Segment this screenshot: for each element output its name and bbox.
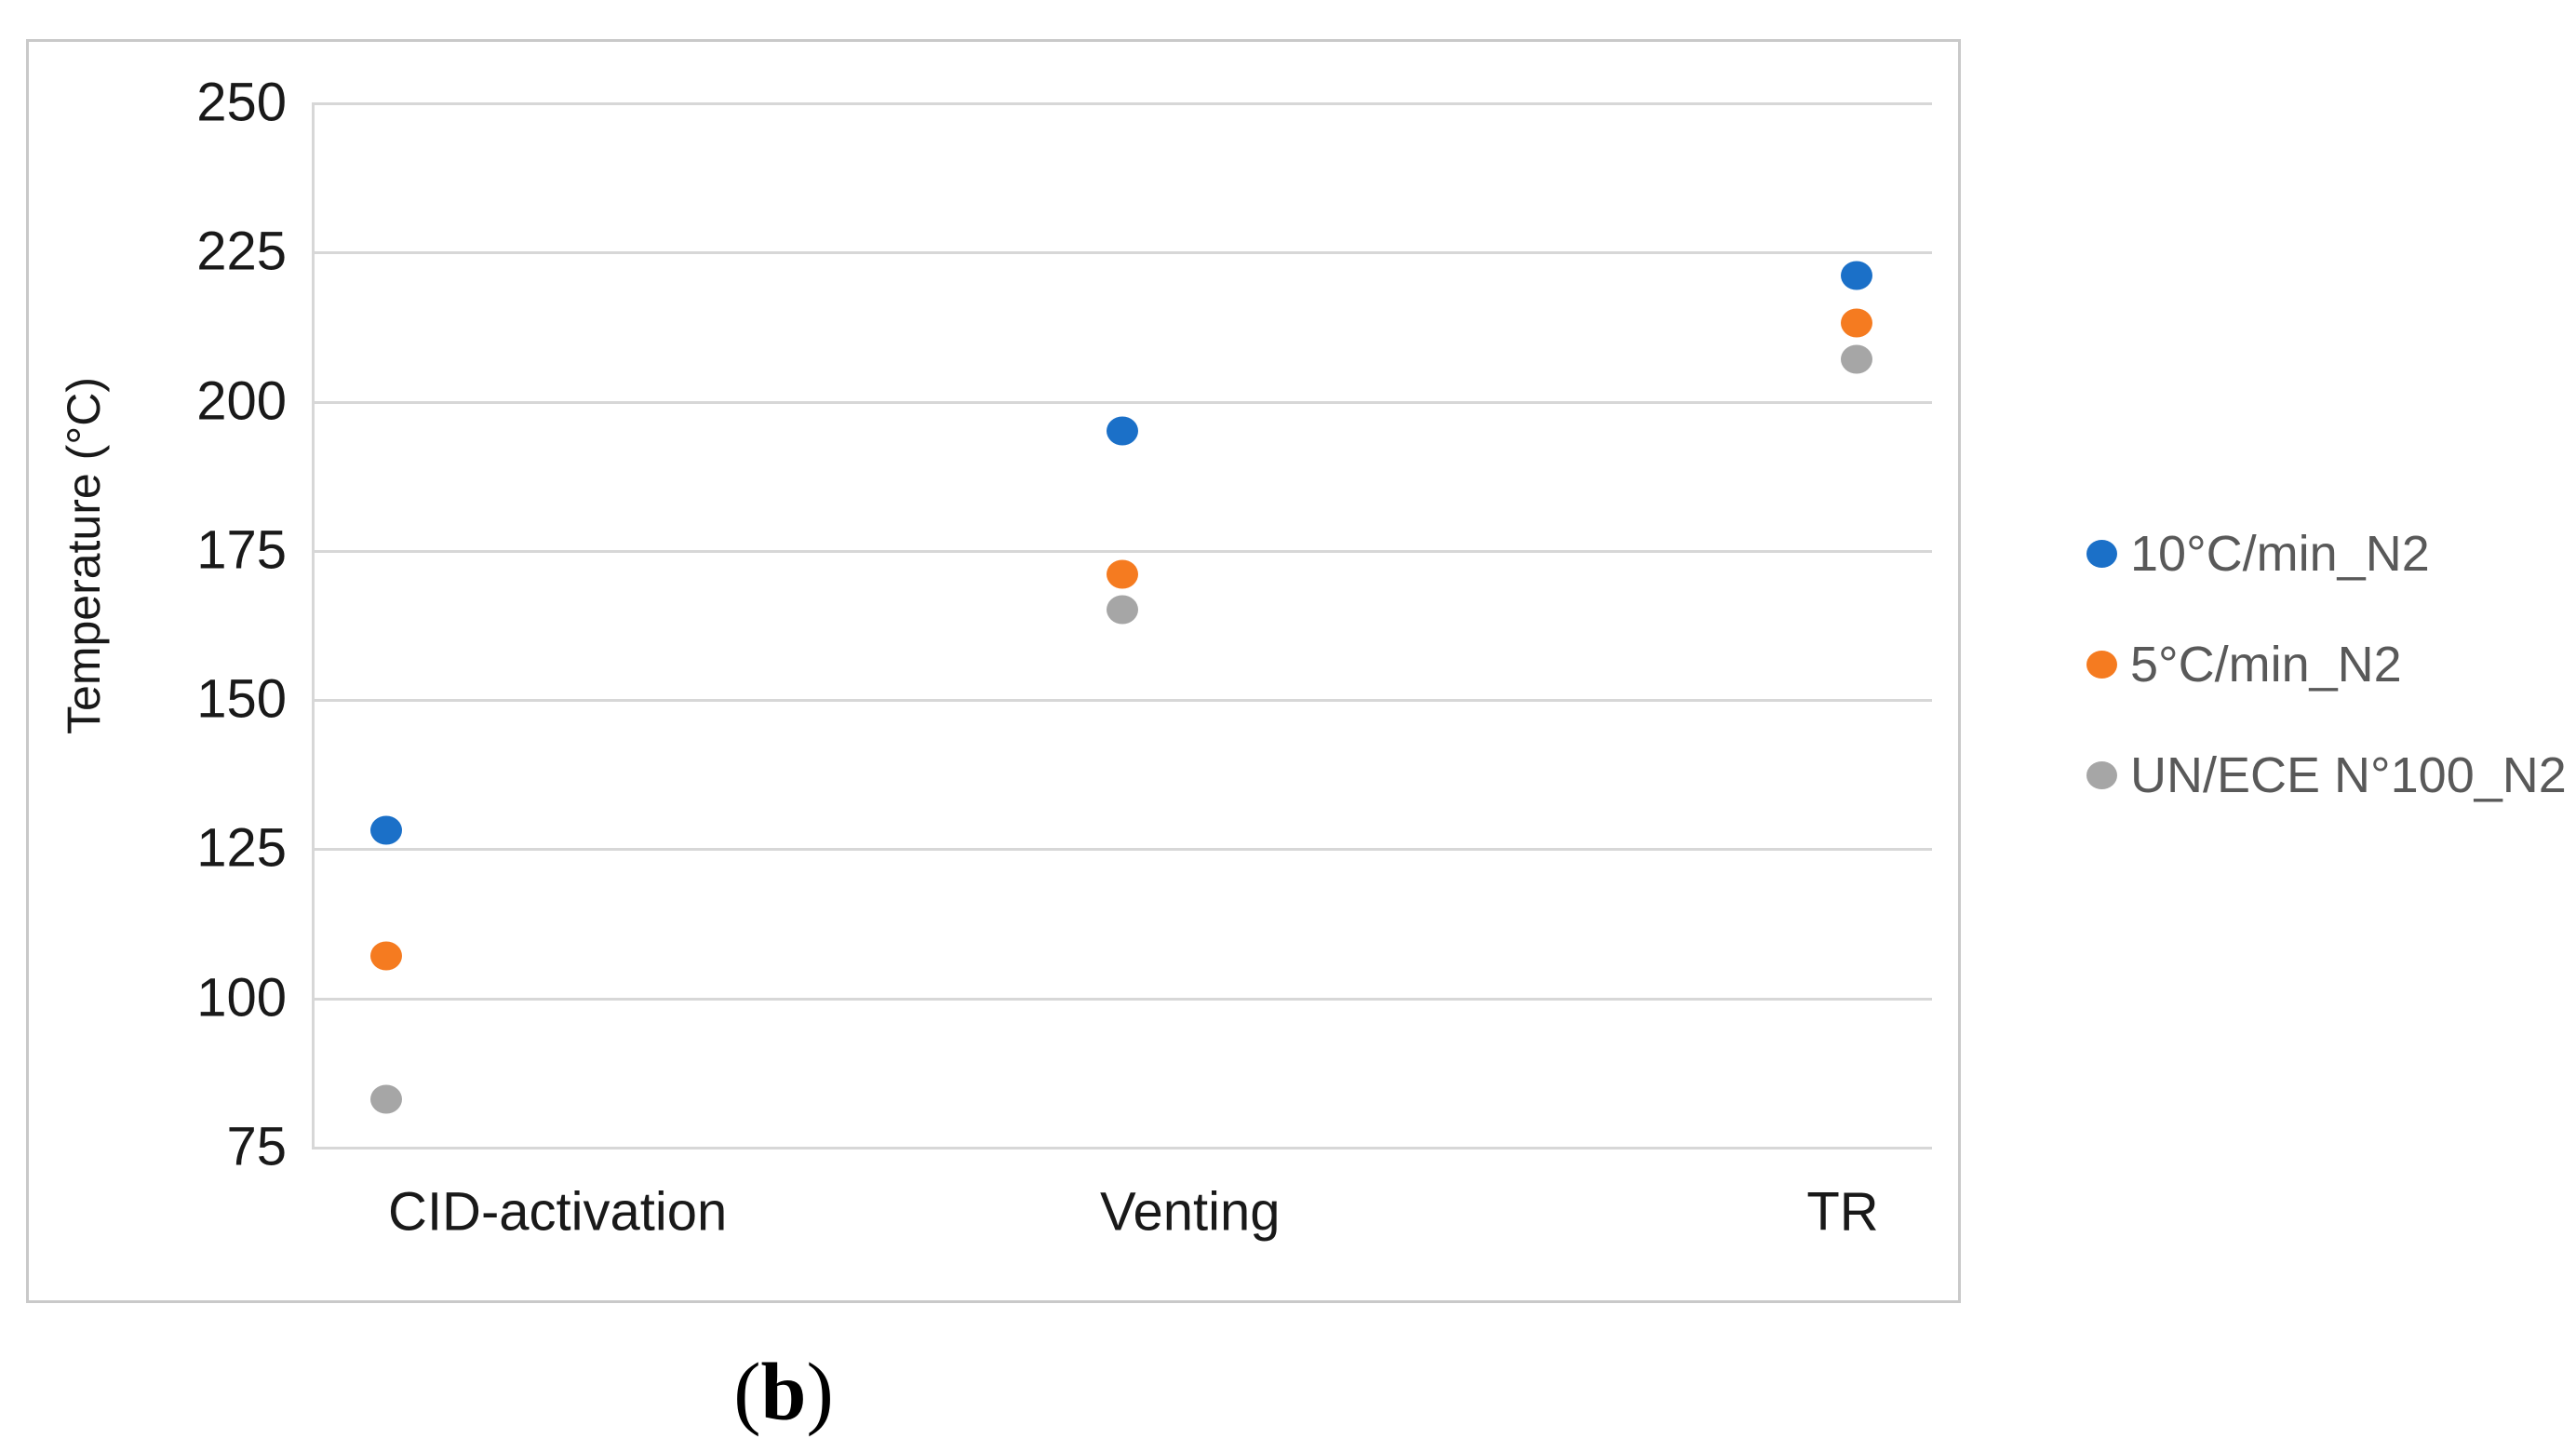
gridline-125 <box>315 848 1932 852</box>
y-axis-title: Temperature (°C) <box>58 377 110 734</box>
figure-border <box>26 39 1961 1303</box>
y-tick-label-225: 225 <box>196 221 287 282</box>
legend-item-10°C/min_N2: 10°C/min_N2 <box>2086 498 2567 609</box>
legend-item-5°C/min_N2: 5°C/min_N2 <box>2086 609 2567 719</box>
data-point-UN/ECE N°100_N2-Venting <box>1106 595 1138 625</box>
data-point-UN/ECE N°100_N2-CID-activation <box>369 1084 402 1114</box>
legend-marker-icon <box>2086 539 2117 568</box>
caption-open-paren: ( <box>733 1347 761 1438</box>
y-tick-label-100: 100 <box>196 967 287 1028</box>
gridline-175 <box>315 549 1932 553</box>
y-tick-label-250: 250 <box>196 72 287 133</box>
y-axis-tick-labels: 75 100 125 150 175 200 225 250 <box>138 73 287 1177</box>
gridline-200 <box>315 400 1932 404</box>
data-point-5°C/min_N2-CID-activation <box>369 941 402 971</box>
x-axis-category-labels: CID-activation Venting TR <box>312 1150 1929 1270</box>
gridline-150 <box>315 699 1932 703</box>
data-point-10°C/min_N2-Venting <box>1106 416 1138 446</box>
gridline-250 <box>315 102 1932 105</box>
chart-legend: 10°C/min_N2 5°C/min_N2 UN/ECE N°100_N2 <box>2086 498 2567 830</box>
data-point-10°C/min_N2-TR <box>1841 261 1872 290</box>
legend-item-UN/ECE N°100_N2: UN/ECE N°100_N2 <box>2086 719 2567 830</box>
caption-close-paren: ) <box>806 1347 834 1438</box>
data-point-5°C/min_N2-Venting <box>1106 559 1138 588</box>
x-category-label-TR: TR <box>1806 1181 1879 1243</box>
plot-area <box>312 102 1932 1150</box>
legend-marker-icon <box>2086 650 2117 679</box>
legend-label: 10°C/min_N2 <box>2130 525 2430 582</box>
figure-caption: (b) <box>733 1346 834 1440</box>
x-category-label-CID-activation: CID-activation <box>388 1181 728 1243</box>
x-category-label-Venting: Venting <box>1099 1181 1281 1243</box>
data-point-10°C/min_N2-CID-activation <box>369 815 402 845</box>
gridline-225 <box>315 251 1932 255</box>
legend-marker-icon <box>2086 760 2117 789</box>
caption-letter: b <box>760 1347 807 1438</box>
y-tick-label-175: 175 <box>196 519 287 581</box>
legend-label: UN/ECE N°100_N2 <box>2130 746 2567 803</box>
y-tick-label-150: 150 <box>196 668 287 730</box>
legend-label: 5°C/min_N2 <box>2130 636 2402 692</box>
y-tick-label-200: 200 <box>196 370 287 432</box>
data-point-5°C/min_N2-TR <box>1841 308 1872 338</box>
gridline-100 <box>315 997 1932 1001</box>
y-tick-label-125: 125 <box>196 817 287 879</box>
data-point-UN/ECE N°100_N2-TR <box>1841 344 1872 374</box>
y-tick-label-75: 75 <box>226 1116 287 1177</box>
